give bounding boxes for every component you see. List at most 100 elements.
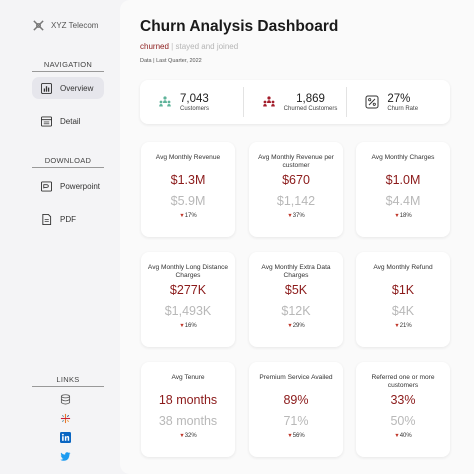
brand[interactable]: XYZ Telecom: [32, 19, 98, 32]
metric-change-value: 21%: [399, 323, 412, 329]
metric-current-value: 89%: [283, 393, 309, 407]
metric-change: ▼56%: [249, 433, 343, 439]
metric-change: ▼21%: [356, 323, 450, 329]
down-arrow-icon: ▼: [287, 433, 293, 439]
links-title: LINKS: [32, 375, 104, 387]
logo-icon: [33, 20, 44, 31]
kpi-label: Churned Customers: [283, 105, 338, 112]
metric-current-value: $1.0M: [385, 173, 421, 187]
kpi-customers: 7,043 Customers: [140, 87, 243, 117]
date-line: Data | Last Quarter, 2022: [140, 58, 202, 64]
churned-icon: [262, 96, 275, 107]
kpi-churned: 1,869 Churned Customers: [242, 87, 347, 117]
kpi-value: 27%: [387, 92, 411, 105]
metric-change: ▼16%: [141, 323, 235, 329]
metric-change: ▼40%: [356, 433, 450, 439]
metric-previous-value: $4K: [391, 304, 415, 318]
download-pdf[interactable]: PDF: [32, 208, 104, 230]
metric-title: Referred one or more customers: [371, 374, 435, 389]
metric-title: Avg Monthly Revenue per customer: [258, 154, 334, 169]
metric-card: Premium Service Availed 89% 71% ▼56%: [249, 362, 343, 457]
subtitle-rest: stayed and joined: [175, 42, 239, 51]
nav-item-overview[interactable]: Overview: [32, 77, 104, 99]
metric-title: Avg Tenure: [171, 374, 205, 381]
down-arrow-icon: ▼: [394, 213, 400, 219]
metric-change: ▼18%: [356, 213, 450, 219]
chart-icon: [41, 82, 52, 94]
down-arrow-icon: ▼: [179, 433, 185, 439]
metric-previous-value: 50%: [390, 414, 416, 428]
date-value: Last Quarter, 2022: [156, 58, 202, 64]
metric-title: Avg Monthly Long Distance Charges: [147, 264, 229, 279]
metric-current-value: 33%: [390, 393, 416, 407]
metric-previous-value: 38 months: [158, 414, 218, 428]
metric-card: Avg Monthly Refund $1K $4K ▼21%: [356, 252, 450, 347]
metric-current-value: $5K: [284, 283, 308, 297]
metric-card: Avg Monthly Revenue $1.3M $5.9M ▼17%: [141, 142, 235, 237]
metric-card: Referred one or more customers 33% 50% ▼40%: [356, 362, 450, 457]
metric-title: Avg Monthly Revenue: [155, 154, 221, 161]
down-arrow-icon: ▼: [287, 213, 293, 219]
subtitle-separator: |: [171, 42, 174, 51]
customers-icon: [159, 96, 171, 107]
metric-change-value: 17%: [184, 213, 197, 219]
metric-previous-value: 71%: [283, 414, 309, 428]
pdf-icon: [42, 213, 52, 225]
download-label: Powerpoint: [60, 181, 101, 191]
metric-change-value: 40%: [399, 433, 412, 439]
kpi-label: Churn Rate: [387, 105, 419, 112]
metric-previous-value: $5.9M: [170, 194, 206, 208]
metric-title: Avg Monthly Extra Data Charges: [261, 264, 331, 279]
kpi-value: 7,043: [180, 92, 209, 105]
metric-current-value: $1.3M: [170, 173, 206, 187]
metric-card: Avg Tenure 18 months 38 months ▼32%: [141, 362, 235, 457]
date-separator: |: [153, 58, 155, 64]
table-icon: [41, 115, 52, 127]
metric-title: Premium Service Availed: [259, 374, 333, 381]
metric-previous-value: $12K: [281, 304, 311, 318]
down-arrow-icon: ▼: [394, 433, 400, 439]
metric-change: ▼32%: [141, 433, 235, 439]
metric-card: Avg Monthly Charges $1.0M $4.4M ▼18%: [356, 142, 450, 237]
database-icon[interactable]: [60, 394, 71, 405]
navigation-title: NAVIGATION: [32, 60, 104, 72]
metric-current-value: 18 months: [158, 393, 218, 407]
metric-card: Avg Monthly Extra Data Charges $5K $12K ▼29…: [249, 252, 343, 347]
metric-previous-value: $4.4M: [385, 194, 421, 208]
metric-change-value: 37%: [292, 213, 305, 219]
metric-current-value: $670: [282, 173, 310, 187]
page-title: Churn Analysis Dashboard: [140, 18, 339, 35]
kpi-churn-rate: 27% Churn Rate: [346, 87, 450, 117]
kpi-bar: 7,043 Customers 1,869 Churned Customers …: [140, 80, 450, 124]
metric-previous-value: $1,142: [276, 194, 316, 208]
metric-title: Avg Monthly Refund: [373, 264, 433, 271]
download-powerpoint[interactable]: Powerpoint: [32, 175, 104, 197]
down-arrow-icon: ▼: [287, 323, 293, 329]
metric-title: Avg Monthly Charges: [371, 154, 435, 161]
down-arrow-icon: ▼: [394, 323, 400, 329]
down-arrow-icon: ▼: [179, 213, 185, 219]
powerpoint-icon: [41, 180, 52, 192]
nav-item-detail[interactable]: Detail: [32, 110, 104, 132]
metric-change-value: 29%: [292, 323, 305, 329]
metric-change: ▼29%: [249, 323, 343, 329]
kpi-label: Customers: [180, 105, 210, 112]
download-title: DOWNLOAD: [32, 156, 104, 168]
metric-change: ▼37%: [249, 213, 343, 219]
metric-change-value: 32%: [184, 433, 197, 439]
down-arrow-icon: ▼: [179, 323, 185, 329]
metric-change-value: 18%: [399, 213, 412, 219]
metric-current-value: $1K: [391, 283, 415, 297]
tableau-icon[interactable]: [60, 413, 71, 424]
percent-icon: [365, 95, 379, 109]
metric-card: Avg Monthly Revenue per customer $670 $1,1…: [249, 142, 343, 237]
twitter-icon[interactable]: [60, 451, 71, 462]
kpi-value: 1,869: [296, 92, 325, 105]
metric-change: ▼17%: [141, 213, 235, 219]
brand-name: XYZ Telecom: [51, 21, 99, 30]
subtitle-churned: churned: [140, 42, 169, 51]
linkedin-icon[interactable]: [60, 432, 71, 443]
metric-current-value: $277K: [169, 283, 207, 297]
metric-change-value: 56%: [292, 433, 305, 439]
nav-item-label: Overview: [60, 83, 94, 93]
